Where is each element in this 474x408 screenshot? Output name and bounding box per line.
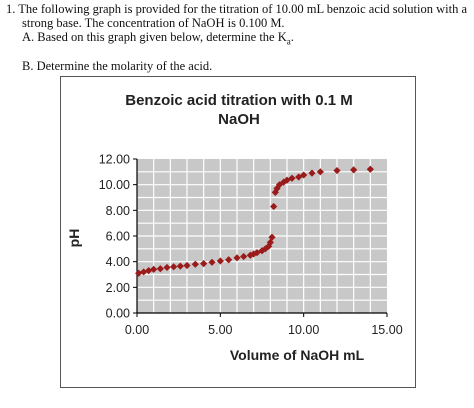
- data-point: [268, 233, 276, 241]
- x-tick-label: 10.00: [288, 323, 319, 337]
- data-point: [308, 169, 316, 177]
- question-part-a-subscript: a: [286, 36, 291, 47]
- y-tick-label: 6.00: [106, 230, 130, 244]
- y-tick-label: 2.00: [106, 281, 130, 295]
- data-point: [200, 259, 208, 268]
- x-axis-label: Volume of NaOH mL: [230, 347, 365, 363]
- y-axis-label: pH: [66, 229, 82, 248]
- y-tick-label: 0.00: [106, 307, 130, 321]
- y-tick-label: 8.00: [106, 204, 130, 218]
- y-tick-label: 12.00: [99, 153, 130, 167]
- data-point: [233, 254, 241, 262]
- axes: [133, 158, 388, 317]
- data-point: [316, 168, 324, 176]
- data-point: [366, 165, 374, 173]
- titration-chart: 0.00 2.00 4.00 6.00 8.00 10.00 12.00 0.00 5.00 10…: [66, 153, 403, 364]
- question-part-a-text: A. Based on this graph given below, dete…: [22, 30, 287, 44]
- data-point: [183, 261, 191, 270]
- data-point: [191, 260, 199, 268]
- data-point: [176, 262, 184, 270]
- grid-lines: [137, 159, 387, 313]
- question-line-1: 1. The following graph is provided for t…: [6, 2, 468, 16]
- data-point: [333, 166, 341, 175]
- y-tick-label: 10.00: [99, 178, 130, 192]
- chart-title: Benzoic acid titration with 0.1 M NaOH: [61, 91, 417, 129]
- y-tick-label: 4.00: [106, 255, 130, 269]
- chart-title-line-1: Benzoic acid titration with 0.1 M: [125, 92, 353, 109]
- data-point: [135, 269, 143, 277]
- x-tick-label: 5.00: [208, 323, 232, 337]
- data-point: [140, 268, 148, 276]
- question-part-a: A. Based on this graph given below, dete…: [6, 30, 470, 49]
- data-point: [350, 166, 358, 174]
- question-text: 1. The following graph is provided for t…: [6, 2, 470, 73]
- question-part-b: B. Determine the molarity of the acid.: [22, 58, 213, 73]
- data-point: [288, 174, 296, 182]
- chart-frame: Benzoic acid titration with 0.1 M NaOH 0…: [60, 76, 416, 388]
- data-point: [273, 184, 281, 193]
- chart-title-line-2: NaOH: [218, 111, 260, 128]
- question-line-2: strong base. The concentration of NaOH i…: [22, 16, 285, 30]
- x-tick-label: 0.00: [125, 323, 149, 337]
- question-part-a-suffix: .: [290, 30, 294, 44]
- x-tick-label: 15.00: [371, 323, 402, 337]
- data-point: [170, 263, 178, 271]
- data-point: [208, 258, 216, 266]
- tick-labels: 0.00 2.00 4.00 6.00 8.00 10.00 12.00 0.00 5.00 10…: [99, 153, 403, 338]
